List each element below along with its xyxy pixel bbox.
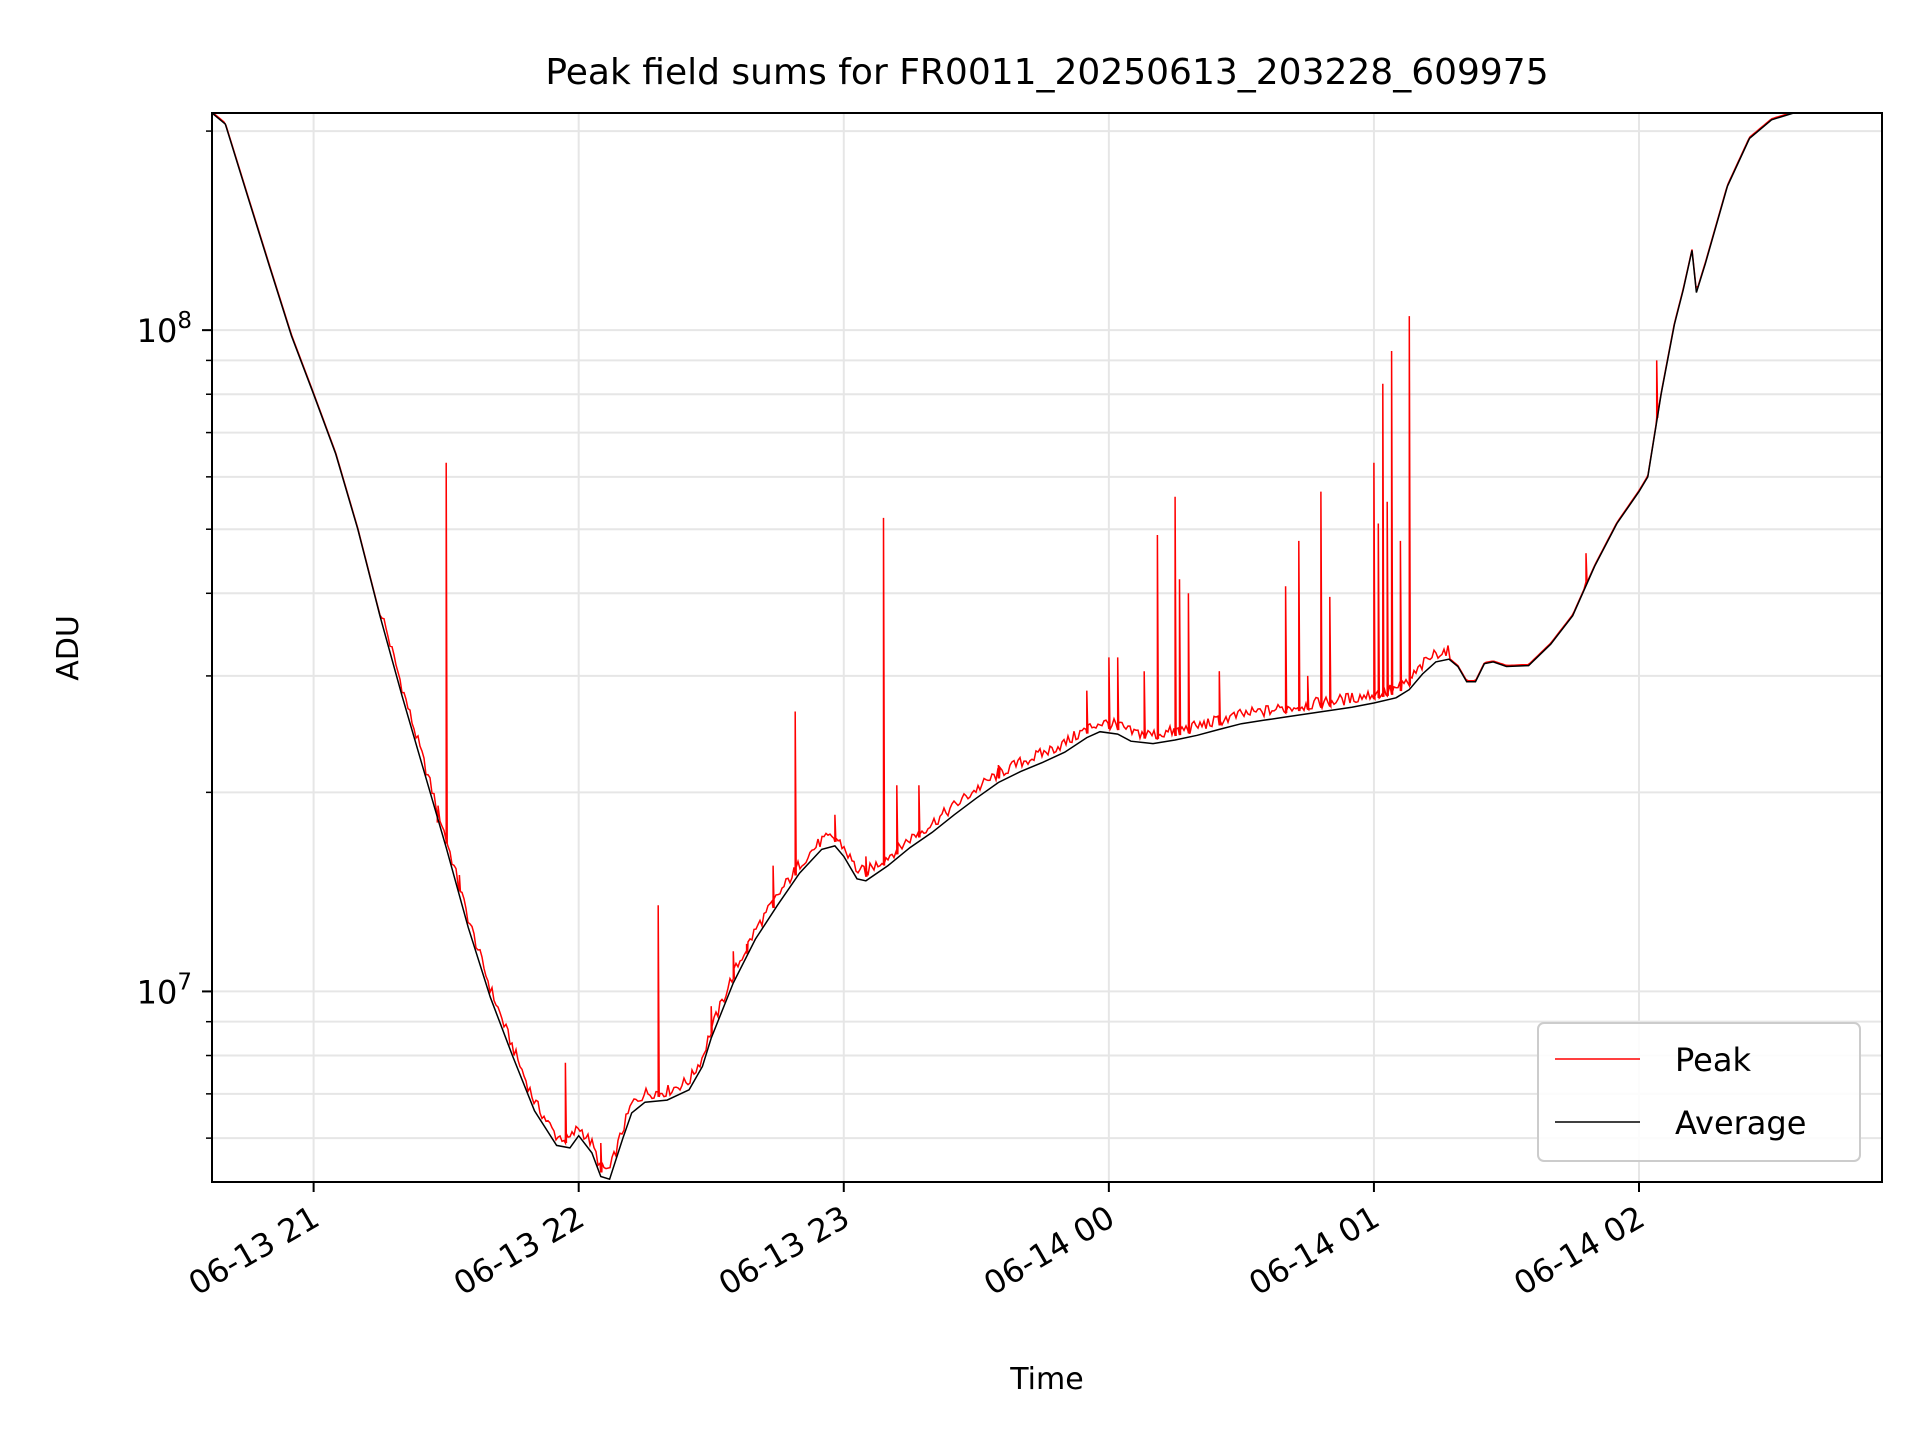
- peak-series-line: [212, 113, 1793, 1173]
- x-axis-label: Time: [1009, 1362, 1083, 1397]
- plot-frame: [211, 112, 1883, 1183]
- average-series-line: [212, 113, 1794, 1181]
- y-tick-label-exponent: 8: [177, 308, 192, 334]
- y-tick-label-base: 10: [137, 973, 178, 1011]
- y-tick-label-exponent: 7: [177, 969, 192, 995]
- y-tick-label-base: 10: [137, 312, 178, 350]
- grid: [212, 113, 1882, 1182]
- plot-area: [212, 113, 1794, 1181]
- legend-label-peak: Peak: [1675, 1041, 1751, 1079]
- y-axis-label: ADU: [51, 615, 86, 681]
- legend: Peak Average: [1537, 1022, 1861, 1162]
- chart-title: Peak field sums for FR0011_20250613_2032…: [545, 52, 1548, 93]
- y-tick-label: 107: [137, 969, 192, 1011]
- legend-box: [1537, 1022, 1861, 1162]
- legend-label-average: Average: [1675, 1104, 1806, 1142]
- y-tick-label: 108: [137, 308, 192, 350]
